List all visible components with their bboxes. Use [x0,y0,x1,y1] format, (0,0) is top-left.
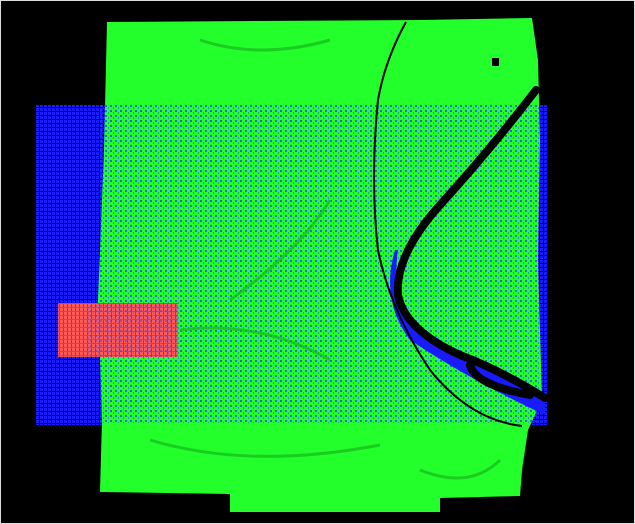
marker [492,58,499,66]
red-region-overlay [88,303,178,357]
river-channel [373,21,523,427]
terrain-ridges [149,38,502,480]
river-main [393,86,549,402]
